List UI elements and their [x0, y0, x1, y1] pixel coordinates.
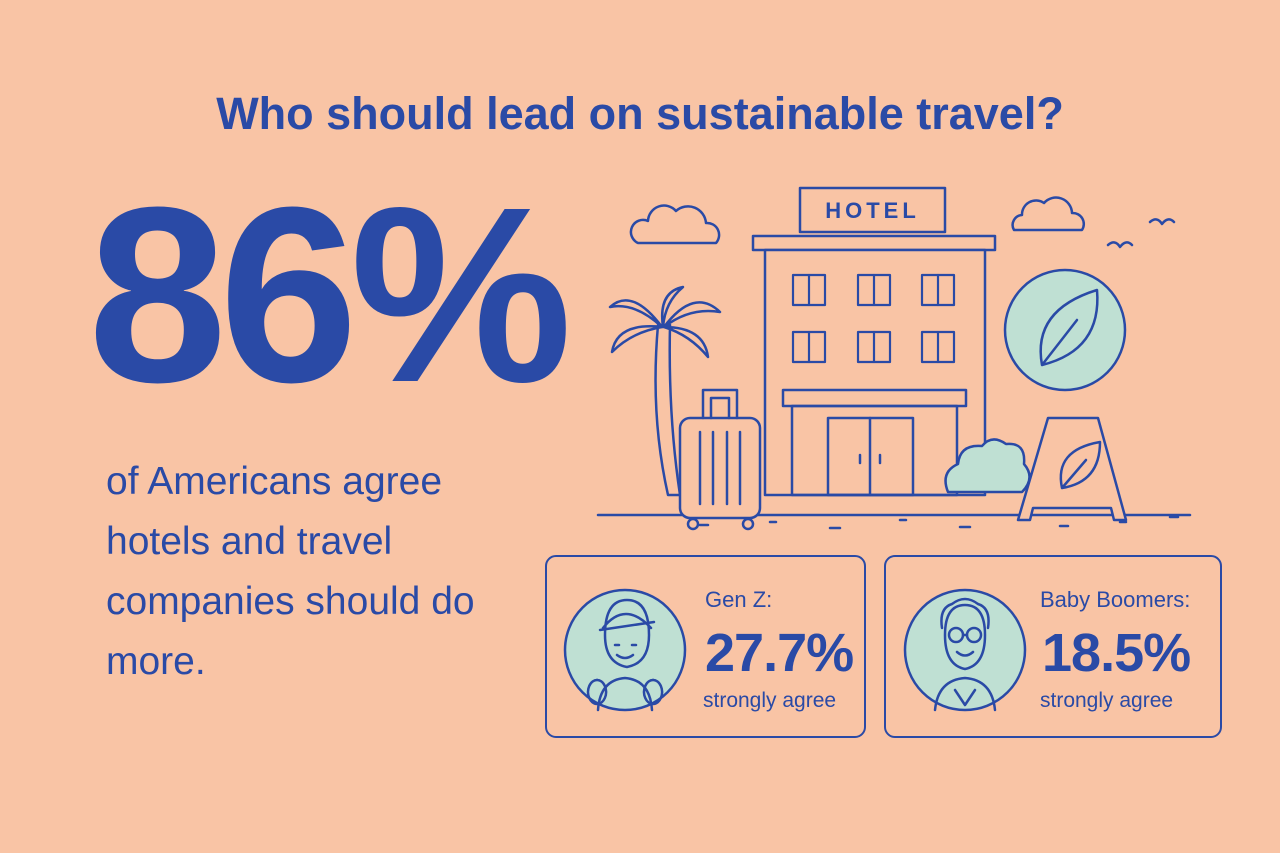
- card-note: strongly agree: [1040, 689, 1174, 712]
- card-label: Gen Z:: [705, 587, 773, 612]
- card-note: strongly agree: [703, 689, 837, 712]
- bush: [944, 438, 1031, 494]
- card-value: 18.5%: [1042, 623, 1191, 683]
- cloud: [629, 204, 721, 245]
- sign-board: [1016, 416, 1128, 522]
- card: [545, 555, 866, 738]
- ground: [596, 513, 1192, 530]
- card-label: Baby Boomers:: [1040, 587, 1191, 612]
- card: [884, 555, 1222, 738]
- hotel-sign: HOTEL: [825, 198, 920, 223]
- title: Who should lead on sustainable travel?: [216, 88, 1064, 139]
- leaf-badge: [1003, 268, 1127, 392]
- suitcase: [678, 388, 762, 531]
- avatar-boomer: [903, 588, 1027, 712]
- cloud: [1011, 196, 1086, 232]
- stat-description: of Americans agree hotels and travel com…: [106, 460, 475, 683]
- palm-tree: [608, 285, 722, 497]
- avatar-gen-z: [563, 588, 687, 712]
- hotel: [751, 186, 997, 497]
- bird: [1106, 218, 1176, 249]
- card-value: 27.7%: [705, 623, 854, 683]
- headline-stat: 86%: [88, 155, 572, 434]
